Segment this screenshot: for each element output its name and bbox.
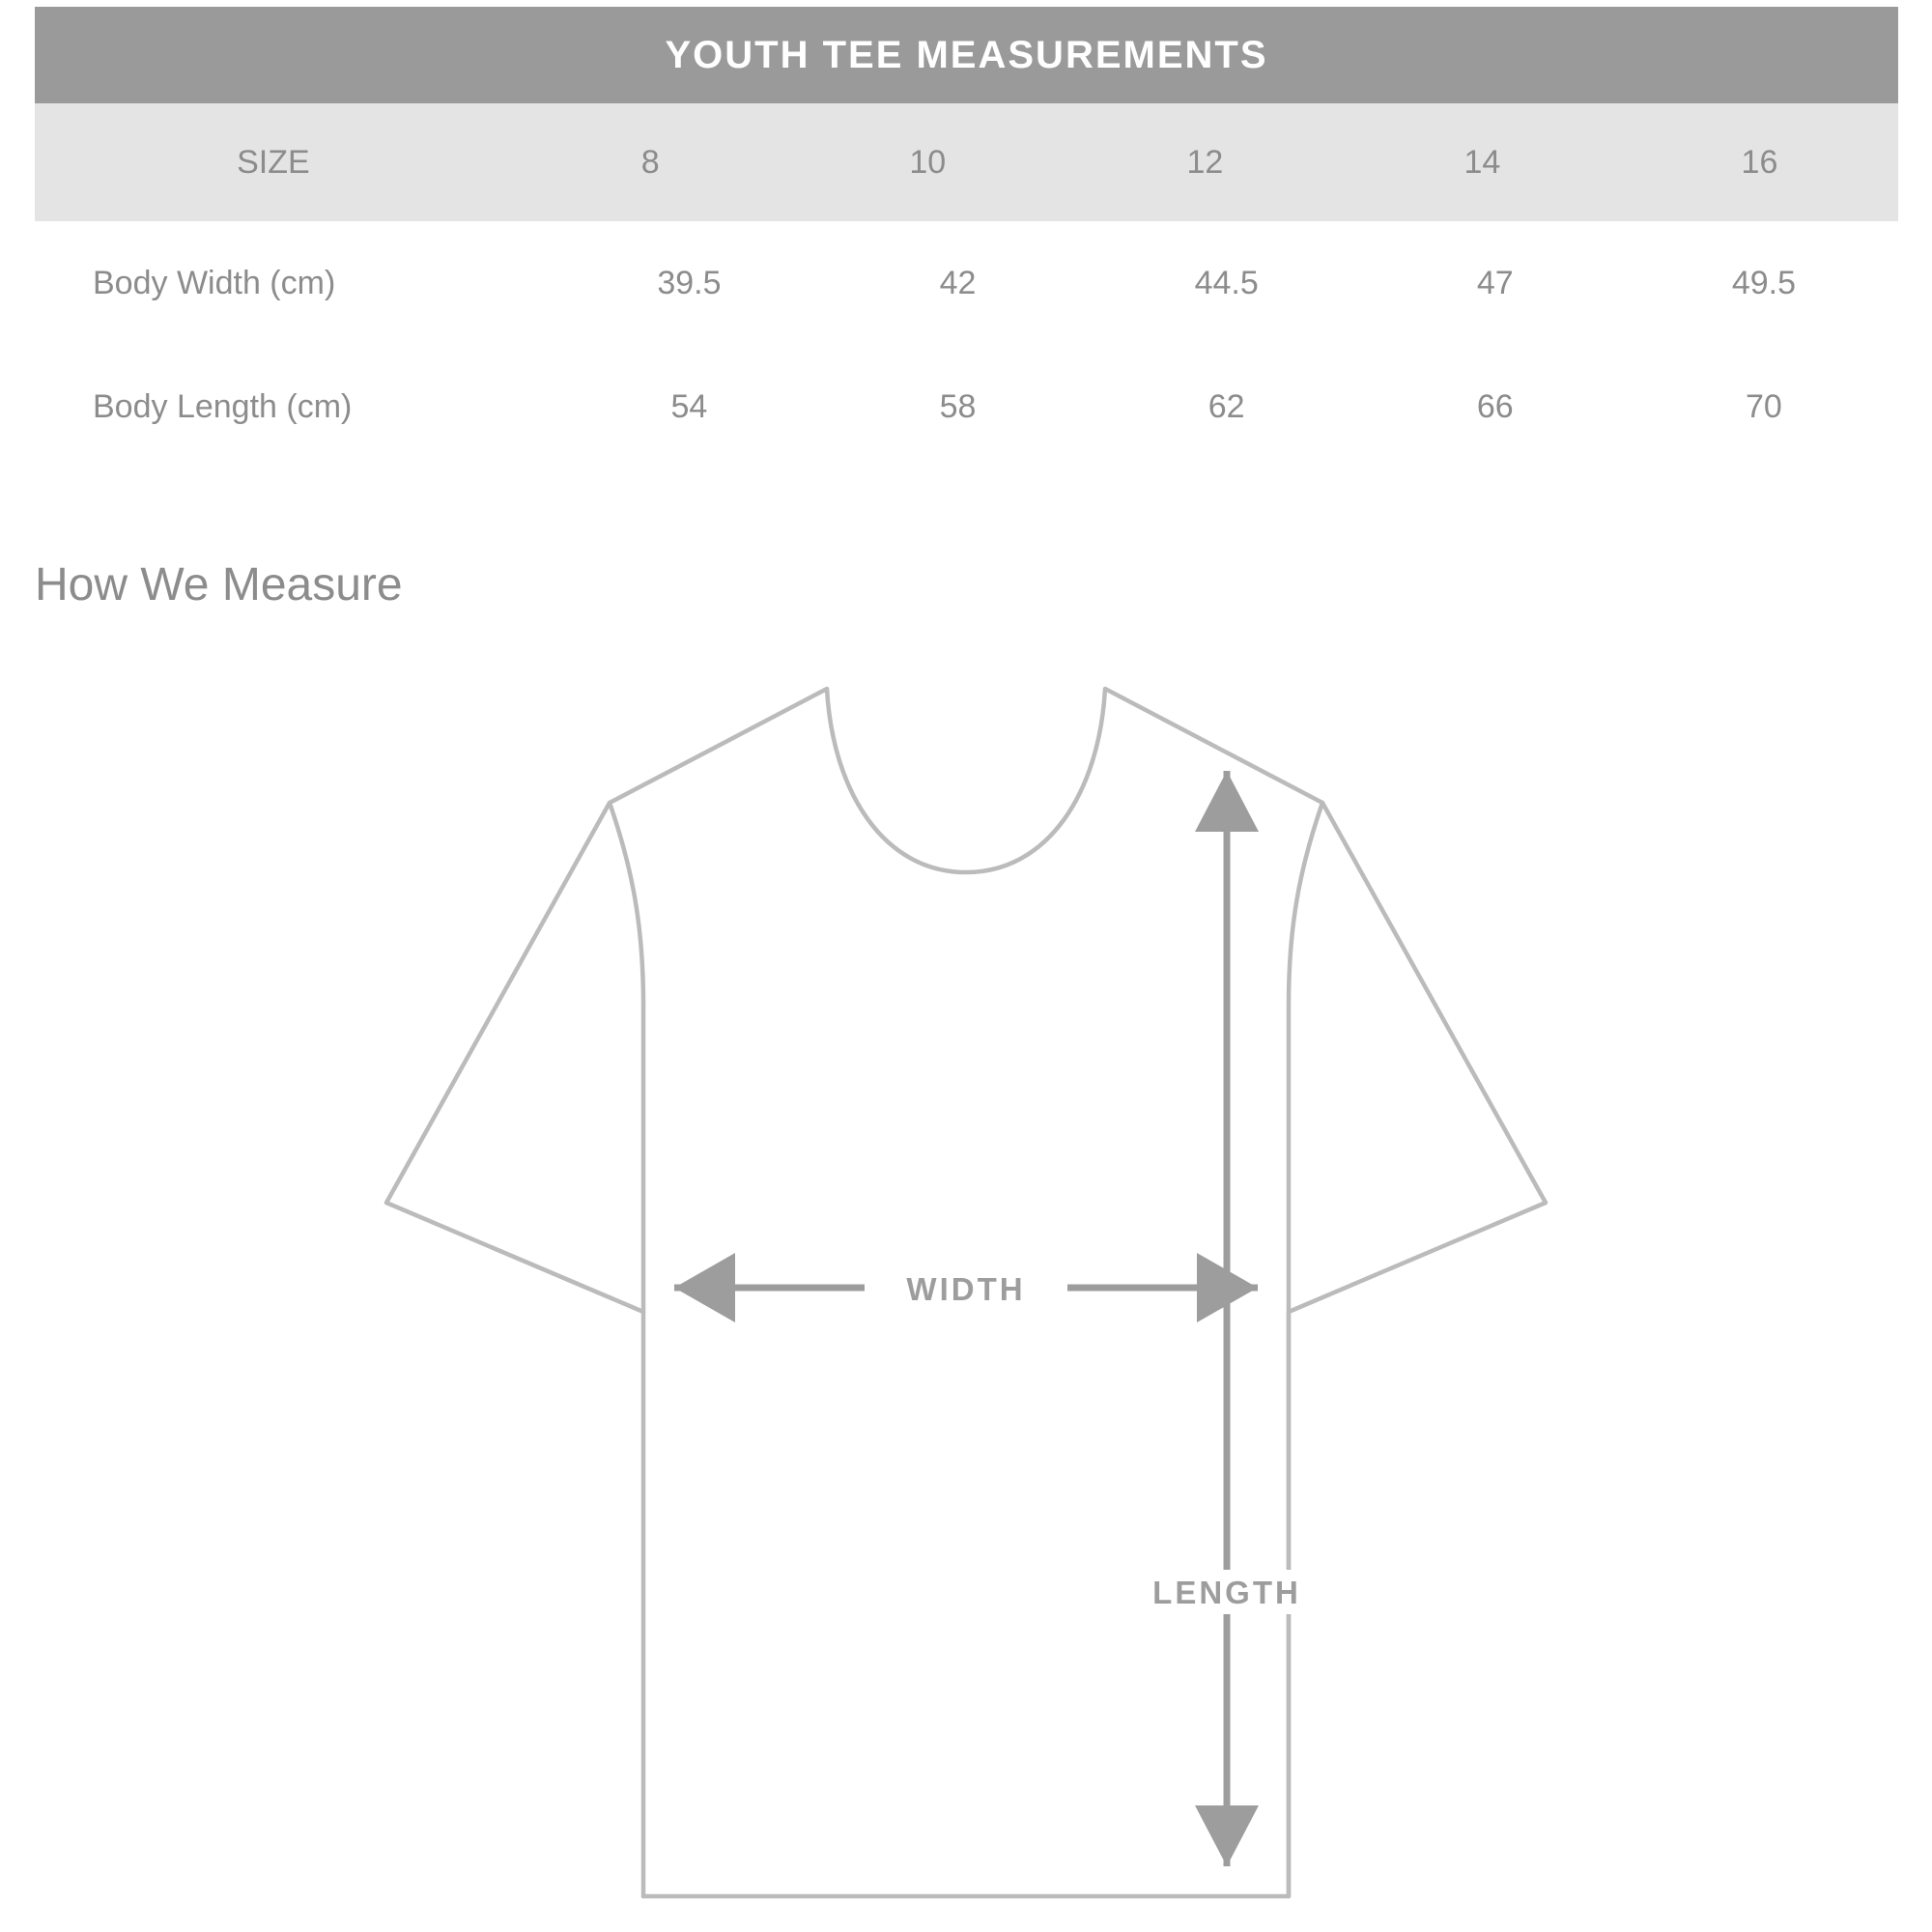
- svg-text:LENGTH: LENGTH: [1152, 1575, 1301, 1610]
- svg-text:WIDTH: WIDTH: [906, 1271, 1025, 1307]
